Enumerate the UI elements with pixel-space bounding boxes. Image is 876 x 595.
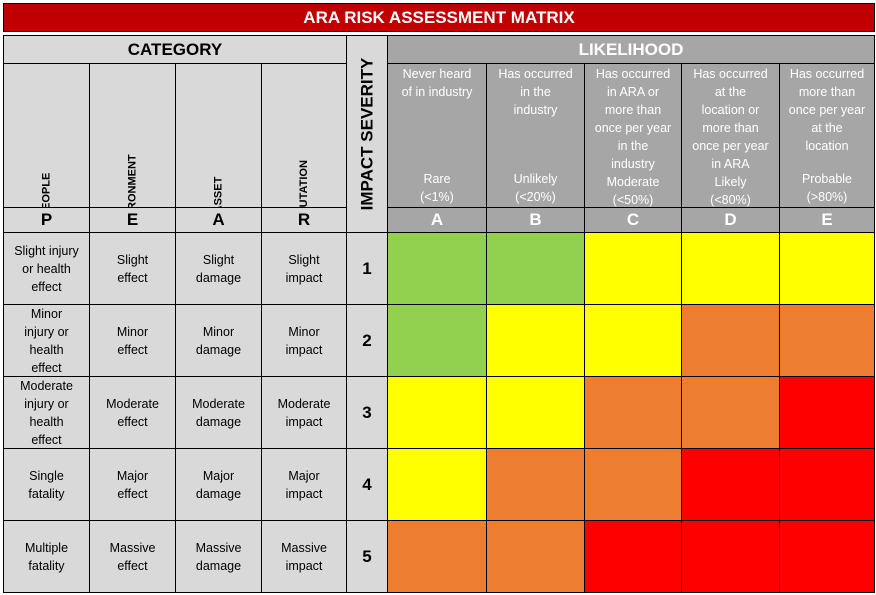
likelihood-header: LIKELIHOOD — [387, 35, 875, 64]
likelihood-b-description: Has occurred in the industry Unlikely (<2… — [486, 63, 585, 208]
likelihood-level-text: Rare (<1%) — [420, 172, 454, 204]
risk-cell-green — [387, 304, 487, 377]
severity-number: 2 — [346, 304, 388, 377]
category-environment-header: ENVIRONMENT — [89, 63, 176, 208]
risk-cell-yellow — [584, 232, 682, 305]
likelihood-a-description: Never heard of in industry Rare (<1%) — [387, 63, 487, 208]
consequence-cell-reputation: Slight impact — [261, 232, 347, 305]
consequence-cell-environment: Major effect — [89, 448, 176, 521]
consequence-cell-environment: Minor effect — [89, 304, 176, 377]
consequence-cell-environment: Massive effect — [89, 520, 176, 593]
likelihood-description-text: Has occurred more than once per year at … — [788, 67, 866, 153]
likelihood-description-text: Has occurred at the location or more tha… — [692, 67, 769, 171]
matrix-title: ARA RISK ASSESSMENT MATRIX — [3, 3, 875, 32]
risk-cell-yellow — [387, 448, 487, 521]
risk-cell-red — [584, 520, 682, 593]
likelihood-description-text: Never heard of in industry — [401, 67, 473, 99]
impact-severity-label: IMPACT SEVERITY — [357, 57, 377, 211]
risk-cell-yellow — [681, 232, 780, 305]
category-name-label: REPUTATION — [298, 160, 310, 208]
consequence-cell-people: Minor injury or health effect — [3, 304, 90, 377]
category-reputation-header: REPUTATION — [261, 63, 347, 208]
category-name-label: ASSET — [212, 176, 225, 208]
risk-cell-yellow — [486, 376, 585, 449]
risk-cell-red — [779, 520, 875, 593]
likelihood-level-text: Probable (>80%) — [801, 172, 853, 204]
likelihood-level-text: Unlikely (<20%) — [513, 172, 558, 204]
consequence-cell-environment: Moderate effect — [89, 376, 176, 449]
consequence-cell-reputation: Major impact — [261, 448, 347, 521]
likelihood-letter: D — [681, 207, 780, 233]
category-letter: E — [89, 207, 176, 233]
category-letter: R — [261, 207, 347, 233]
likelihood-letter: A — [387, 207, 487, 233]
likelihood-letter: E — [779, 207, 875, 233]
likelihood-d-description: Has occurred at the location or more tha… — [681, 63, 780, 208]
consequence-cell-reputation: Minor impact — [261, 304, 347, 377]
likelihood-e-description: Has occurred more than once per year at … — [779, 63, 875, 208]
consequence-cell-people: Single fatality — [3, 448, 90, 521]
consequence-cell-people: Multiple fatality — [3, 520, 90, 593]
impact-severity-header: IMPACT SEVERITY — [346, 35, 388, 233]
likelihood-letter: C — [584, 207, 682, 233]
severity-number: 1 — [346, 232, 388, 305]
likelihood-c-description: Has occurred in ARA or more than once pe… — [584, 63, 682, 208]
risk-cell-yellow — [584, 304, 682, 377]
category-name-label: PEOPLE — [40, 172, 53, 208]
consequence-cell-asset: Slight damage — [175, 232, 262, 305]
risk-cell-red — [779, 448, 875, 521]
risk-cell-orange — [681, 376, 780, 449]
likelihood-letter: B — [486, 207, 585, 233]
risk-cell-green — [387, 232, 487, 305]
consequence-cell-asset: Minor damage — [175, 304, 262, 377]
risk-cell-orange — [387, 520, 487, 593]
consequence-cell-asset: Moderate damage — [175, 376, 262, 449]
consequence-cell-reputation: Massive impact — [261, 520, 347, 593]
category-letter: A — [175, 207, 262, 233]
risk-cell-red — [779, 376, 875, 449]
consequence-cell-environment: Slight effect — [89, 232, 176, 305]
risk-cell-yellow — [387, 376, 487, 449]
consequence-cell-asset: Massive damage — [175, 520, 262, 593]
consequence-cell-asset: Major damage — [175, 448, 262, 521]
severity-number: 5 — [346, 520, 388, 593]
likelihood-level-text: Likely (<80%) — [710, 175, 751, 207]
risk-cell-red — [681, 448, 780, 521]
risk-cell-yellow — [486, 304, 585, 377]
risk-cell-yellow — [779, 232, 875, 305]
risk-cell-orange — [486, 448, 585, 521]
risk-cell-green — [486, 232, 585, 305]
category-header: CATEGORY — [3, 35, 347, 64]
risk-cell-orange — [584, 376, 682, 449]
category-people-header: PEOPLE — [3, 63, 90, 208]
risk-cell-orange — [486, 520, 585, 593]
consequence-cell-reputation: Moderate impact — [261, 376, 347, 449]
risk-cell-orange — [584, 448, 682, 521]
risk-cell-red — [681, 520, 780, 593]
consequence-cell-people: Slight injury or health effect — [3, 232, 90, 305]
risk-cell-orange — [681, 304, 780, 377]
severity-number: 3 — [346, 376, 388, 449]
category-asset-header: ASSET — [175, 63, 262, 208]
consequence-cell-people: Moderate injury or health effect — [3, 376, 90, 449]
category-name-label: ENVIRONMENT — [126, 154, 139, 208]
likelihood-level-text: Moderate (<50%) — [606, 175, 660, 207]
likelihood-description-text: Has occurred in the industry — [498, 67, 573, 117]
likelihood-description-text: Has occurred in ARA or more than once pe… — [594, 67, 672, 171]
risk-cell-orange — [779, 304, 875, 377]
severity-number: 4 — [346, 448, 388, 521]
category-letter: P — [3, 207, 90, 233]
